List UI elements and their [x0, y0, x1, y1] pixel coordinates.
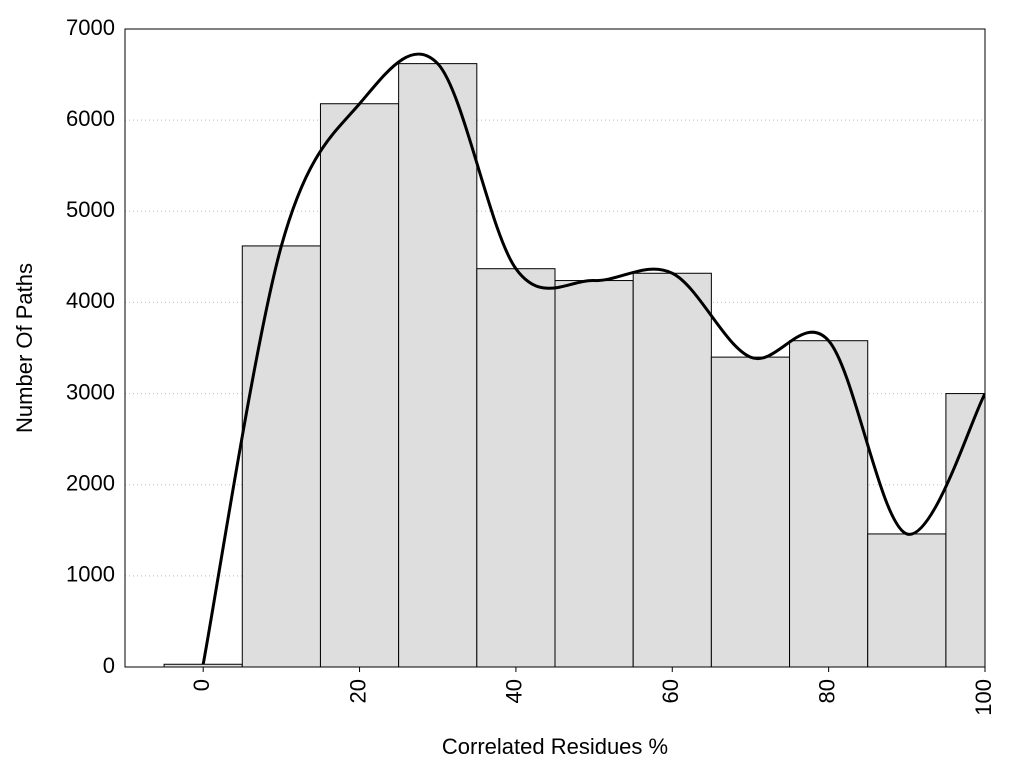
- y-axis-label: Number Of Paths: [12, 263, 37, 433]
- bar: [241, 245, 321, 668]
- bar: [319, 103, 400, 668]
- x-tick-label: 40: [502, 679, 527, 703]
- bar: [476, 268, 556, 668]
- y-tick-label: 2000: [66, 471, 115, 496]
- y-tick-label: 7000: [66, 15, 115, 40]
- x-tick-label: 100: [971, 679, 996, 716]
- bar: [867, 533, 947, 668]
- bar: [554, 280, 634, 668]
- y-tick-label: 5000: [66, 197, 115, 222]
- plot-area: [163, 52, 985, 668]
- y-tick-label: 0: [103, 653, 115, 678]
- plot-frame: [124, 28, 986, 668]
- bar: [789, 340, 869, 668]
- y-tick-label: 4000: [66, 288, 115, 313]
- y-tick-label: 6000: [66, 106, 115, 131]
- x-axis-label: Correlated Residues %: [442, 734, 668, 759]
- bar: [632, 272, 712, 668]
- x-tick-label: 80: [814, 679, 839, 703]
- density-curve: [201, 52, 985, 665]
- y-tick-label: 3000: [66, 379, 115, 404]
- bar: [398, 63, 478, 668]
- x-tick-label: 20: [345, 679, 370, 703]
- x-tick-label: 0: [189, 679, 214, 691]
- bar: [710, 356, 791, 668]
- y-tick-label: 1000: [66, 562, 115, 587]
- x-tick-label: 60: [658, 679, 683, 703]
